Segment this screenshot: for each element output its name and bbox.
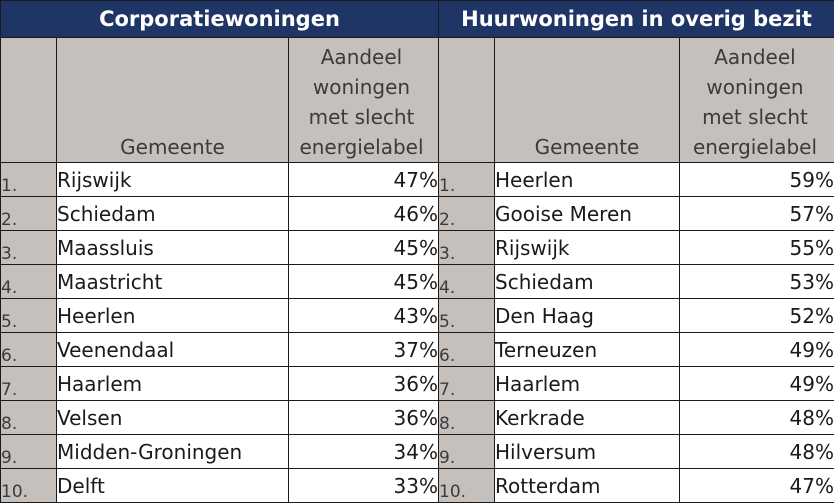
right-gemeente-cell: Kerkrade xyxy=(494,400,680,435)
table-row: 3. Maassluis 45% 3. Rijswijk 55% xyxy=(0,230,834,265)
left-share-header-line: energielabel xyxy=(299,135,424,159)
left-gemeente-cell: Heerlen xyxy=(56,298,289,333)
group-header-row: Corporatiewoningen Huurwoningen in overi… xyxy=(0,0,834,38)
left-rank-header xyxy=(0,37,57,163)
right-gemeente-cell: Den Haag xyxy=(494,298,680,333)
right-rank-header xyxy=(438,37,495,163)
right-rank-cell: 4. xyxy=(438,264,495,299)
left-share-cell: 47% xyxy=(288,162,439,197)
table-row: 9. Midden-Groningen 34% 9. Hilversum 48% xyxy=(0,434,834,469)
left-rank-cell: 8. xyxy=(0,400,57,435)
left-gemeente-cell: Midden-Groningen xyxy=(56,434,289,469)
left-share-cell: 45% xyxy=(288,264,439,299)
left-rank-cell: 9. xyxy=(0,434,57,469)
right-gemeente-cell: Rijswijk xyxy=(494,230,680,265)
left-share-cell: 46% xyxy=(288,196,439,231)
right-gemeente-cell: Haarlem xyxy=(494,366,680,401)
right-share-cell: 57% xyxy=(679,196,834,231)
right-gemeente-cell: Hilversum xyxy=(494,434,680,469)
table-row: 7. Haarlem 36% 7. Haarlem 49% xyxy=(0,366,834,401)
left-gemeente-cell: Maassluis xyxy=(56,230,289,265)
left-gemeente-header: Gemeente xyxy=(56,37,289,163)
right-rank-cell: 3. xyxy=(438,230,495,265)
left-rank-cell: 2. xyxy=(0,196,57,231)
right-rank-cell: 2. xyxy=(438,196,495,231)
right-gemeente-cell: Schiedam xyxy=(494,264,680,299)
right-share-cell: 48% xyxy=(679,434,834,469)
table-row: 5. Heerlen 43% 5. Den Haag 52% xyxy=(0,298,834,333)
right-share-cell: 48% xyxy=(679,400,834,435)
right-share-header-line: energielabel xyxy=(692,135,818,159)
table-row: 8. Velsen 36% 8. Kerkrade 48% xyxy=(0,400,834,435)
left-gemeente-cell: Haarlem xyxy=(56,366,289,401)
left-rank-cell: 7. xyxy=(0,366,57,401)
right-rank-cell: 5. xyxy=(438,298,495,333)
table-row: 6. Veenendaal 37% 6. Terneuzen 49% xyxy=(0,332,834,367)
left-rank-cell: 1. xyxy=(0,162,57,197)
right-share-cell: 59% xyxy=(679,162,834,197)
right-share-cell: 53% xyxy=(679,264,834,299)
right-share-cell: 47% xyxy=(679,468,834,503)
left-gemeente-cell: Schiedam xyxy=(56,196,289,231)
right-gemeente-header: Gemeente xyxy=(494,37,680,163)
left-share-cell: 43% xyxy=(288,298,439,333)
right-share-header-line: met slecht xyxy=(702,105,808,129)
left-rank-cell: 5. xyxy=(0,298,57,333)
left-gemeente-cell: Rijswijk xyxy=(56,162,289,197)
table-row: 1. Rijswijk 47% 1. Heerlen 59% xyxy=(0,162,834,197)
right-rank-cell: 8. xyxy=(438,400,495,435)
left-share-cell: 36% xyxy=(288,400,439,435)
table-row: 4. Maastricht 45% 4. Schiedam 53% xyxy=(0,264,834,299)
right-rank-cell: 1. xyxy=(438,162,495,197)
left-rank-cell: 4. xyxy=(0,264,57,299)
left-gemeente-cell: Veenendaal xyxy=(56,332,289,367)
right-gemeente-cell: Heerlen xyxy=(494,162,680,197)
right-rank-cell: 7. xyxy=(438,366,495,401)
right-share-cell: 55% xyxy=(679,230,834,265)
table-row: 10. Delft 33% 10. Rotterdam 47% xyxy=(0,468,834,503)
right-gemeente-cell: Terneuzen xyxy=(494,332,680,367)
right-share-cell: 52% xyxy=(679,298,834,333)
right-gemeente-cell: Rotterdam xyxy=(494,468,680,503)
left-share-cell: 33% xyxy=(288,468,439,503)
left-share-header: Aandeel woningen met slecht energielabel xyxy=(288,37,439,163)
left-share-cell: 36% xyxy=(288,366,439,401)
left-share-cell: 45% xyxy=(288,230,439,265)
right-rank-cell: 10. xyxy=(438,468,495,503)
right-share-cell: 49% xyxy=(679,332,834,367)
left-gemeente-cell: Maastricht xyxy=(56,264,289,299)
column-header-row: Gemeente Aandeel woningen met slecht ene… xyxy=(0,37,834,163)
left-share-header-line: woningen xyxy=(312,75,411,99)
left-gemeente-cell: Delft xyxy=(56,468,289,503)
right-share-header-line: woningen xyxy=(706,75,804,99)
left-group-title: Corporatiewoningen xyxy=(0,0,439,38)
left-rank-cell: 3. xyxy=(0,230,57,265)
table-row: 2. Schiedam 46% 2. Gooise Meren 57% xyxy=(0,196,834,231)
right-rank-cell: 9. xyxy=(438,434,495,469)
right-share-header-line: Aandeel xyxy=(714,45,796,69)
right-rank-cell: 6. xyxy=(438,332,495,367)
left-rank-cell: 10. xyxy=(0,468,57,503)
left-gemeente-cell: Velsen xyxy=(56,400,289,435)
left-share-cell: 37% xyxy=(288,332,439,367)
left-rank-cell: 6. xyxy=(0,332,57,367)
right-share-cell: 49% xyxy=(679,366,834,401)
left-share-header-line: Aandeel xyxy=(320,45,403,69)
left-share-cell: 34% xyxy=(288,434,439,469)
right-gemeente-cell: Gooise Meren xyxy=(494,196,680,231)
right-group-title: Huurwoningen in overig bezit xyxy=(438,0,834,38)
left-share-header-line: met slecht xyxy=(308,105,415,129)
right-share-header: Aandeel woningen met slecht energielabel xyxy=(679,37,834,163)
